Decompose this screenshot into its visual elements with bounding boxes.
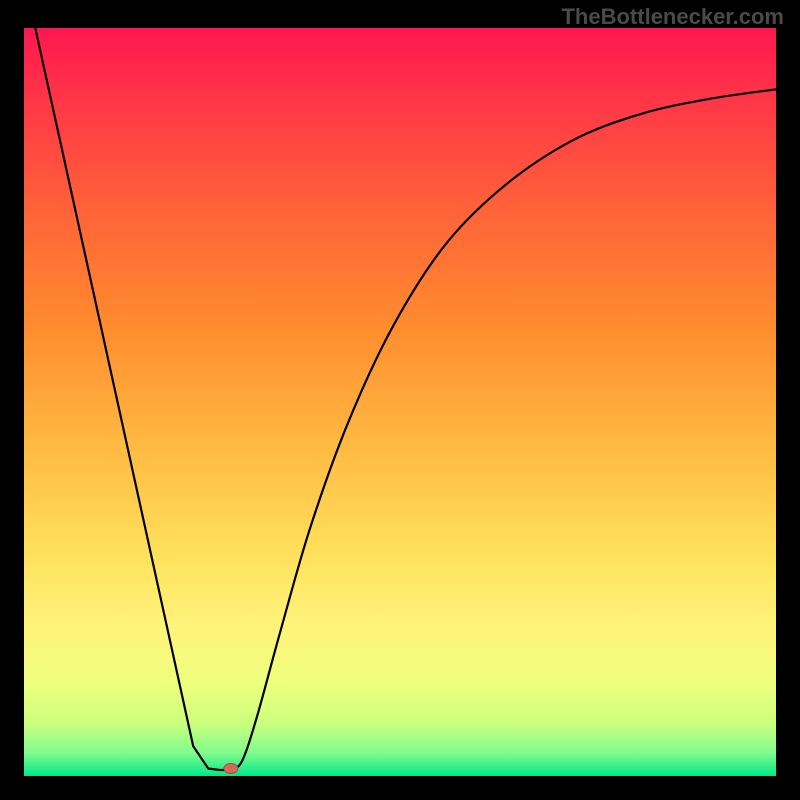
gradient-background <box>24 28 776 776</box>
chart-container: TheBottlenecker.com <box>0 0 800 800</box>
plot-area <box>24 28 776 776</box>
watermark-label: TheBottlenecker.com <box>561 4 784 30</box>
